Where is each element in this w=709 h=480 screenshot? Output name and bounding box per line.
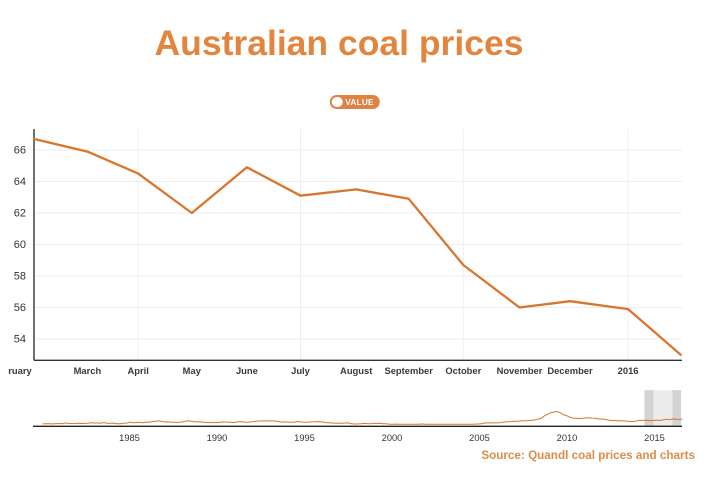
svg-text:62: 62	[14, 208, 26, 220]
svg-text:58: 58	[14, 271, 26, 283]
svg-text:2000: 2000	[382, 433, 403, 443]
svg-text:2010: 2010	[557, 433, 578, 443]
svg-text:June: June	[236, 365, 258, 376]
svg-text:1995: 1995	[294, 433, 315, 443]
svg-text:April: April	[128, 365, 149, 376]
svg-text:October: October	[445, 365, 481, 376]
svg-text:56: 56	[14, 302, 26, 314]
svg-text:September: September	[384, 365, 433, 376]
svg-text:1990: 1990	[207, 433, 228, 443]
svg-text:60: 60	[14, 239, 26, 251]
svg-text:64: 64	[14, 176, 26, 188]
svg-text:ruary: ruary	[8, 365, 32, 376]
svg-text:54: 54	[14, 334, 26, 346]
svg-text:1985: 1985	[119, 433, 140, 443]
svg-text:December: December	[547, 365, 593, 376]
svg-text:May: May	[183, 365, 202, 376]
svg-text:66: 66	[14, 145, 26, 157]
svg-text:July: July	[291, 365, 311, 376]
svg-text:2005: 2005	[469, 433, 490, 443]
svg-text:November: November	[497, 365, 543, 376]
svg-text:2015: 2015	[644, 433, 665, 443]
svg-text:March: March	[74, 365, 102, 376]
svg-text:2016: 2016	[618, 365, 639, 376]
svg-text:August: August	[340, 365, 372, 376]
